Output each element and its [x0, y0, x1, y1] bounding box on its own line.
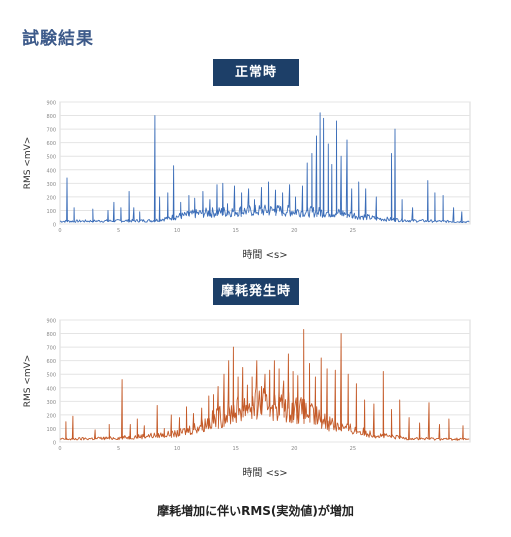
x-tick-label: 15	[233, 446, 239, 452]
series-line	[59, 329, 470, 441]
y-tick-label: 200	[46, 413, 56, 419]
y-tick-label: 700	[46, 346, 56, 352]
y-tick-label: 400	[46, 168, 56, 174]
chart-badge-normal: 正常時	[213, 59, 299, 86]
x-tick-label: 10	[174, 228, 180, 234]
y-tick-label: 300	[46, 182, 56, 188]
x-tick-label: 0	[58, 446, 61, 452]
y-tick-label: 0	[53, 223, 56, 229]
y-tick-label: 100	[46, 427, 56, 433]
chart-badge-wear: 摩耗発生時	[213, 278, 299, 305]
y-tick-label: 0	[53, 441, 56, 447]
x-axis-label: 時間 <s>	[242, 249, 287, 261]
chart-normal: 0 100 200 300 400 500 600 700 800 900 0 5 10 15 20 25 RM…	[23, 101, 471, 261]
x-tick-label: 0	[58, 228, 61, 234]
series-line	[59, 112, 470, 224]
x-tick-label: 5	[117, 446, 120, 452]
footer-caption: 摩耗増加に伴いRMS(実効値)が増加	[157, 504, 354, 518]
y-axis-label: RMS <mV>	[23, 355, 33, 408]
x-tick-label: 20	[291, 446, 297, 452]
y-tick-label: 800	[46, 114, 56, 120]
y-tick-label: 200	[46, 195, 56, 201]
x-tick-label: 5	[117, 228, 120, 234]
y-tick-label: 100	[46, 209, 56, 215]
y-tick-label: 700	[46, 128, 56, 134]
x-tick-label: 25	[350, 228, 356, 234]
y-tick-label: 400	[46, 386, 56, 392]
y-tick-label: 800	[46, 332, 56, 338]
y-tick-label: 600	[46, 141, 56, 147]
y-tick-label: 600	[46, 359, 56, 365]
x-tick-label: 10	[174, 446, 180, 452]
y-axis-label: RMS <mV>	[23, 137, 33, 190]
y-tick-label: 500	[46, 155, 56, 161]
y-tick-label: 900	[46, 319, 56, 325]
x-axis-label: 時間 <s>	[242, 467, 287, 479]
y-tick-label: 900	[46, 101, 56, 107]
y-tick-label: 300	[46, 400, 56, 406]
y-tick-label: 500	[46, 373, 56, 379]
x-tick-label: 15	[233, 228, 239, 234]
page-title: 試験結果	[22, 29, 94, 49]
x-tick-label: 20	[291, 228, 297, 234]
x-tick-label: 25	[350, 446, 356, 452]
chart-wear: 0 100 200 300 400 500 600 700 800 900 0 5 10 15 20 25 RM…	[23, 319, 471, 479]
